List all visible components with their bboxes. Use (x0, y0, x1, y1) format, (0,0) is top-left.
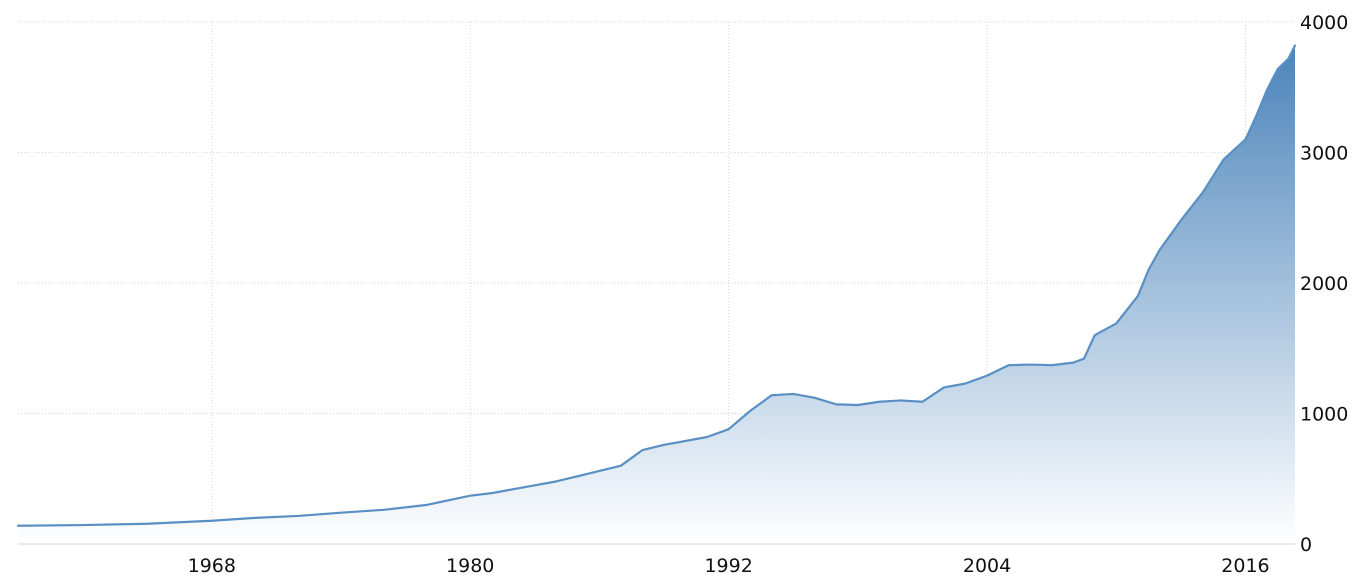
series-area-fill (18, 45, 1295, 545)
area-layer (18, 45, 1295, 545)
x-tick-label: 1980 (446, 555, 494, 577)
line-layer (16, 44, 1297, 527)
y-tick-label: 4000 (1300, 12, 1348, 34)
x-tick-label: 2004 (963, 555, 1011, 577)
y-tick-label: 2000 (1300, 273, 1348, 295)
x-axis: 1968 1980 1992 2004 2016 (18, 543, 1295, 577)
series-line (16, 44, 1297, 527)
y-tick-label: 1000 (1300, 404, 1348, 426)
y-tick-label: 0 (1300, 534, 1312, 556)
x-tick-label: 2016 (1221, 555, 1269, 577)
x-tick-label: 1968 (188, 555, 236, 577)
y-axis: 0 1000 2000 3000 4000 (1300, 12, 1348, 556)
y-tick-label: 3000 (1300, 143, 1348, 165)
x-tick-label: 1992 (704, 555, 752, 577)
